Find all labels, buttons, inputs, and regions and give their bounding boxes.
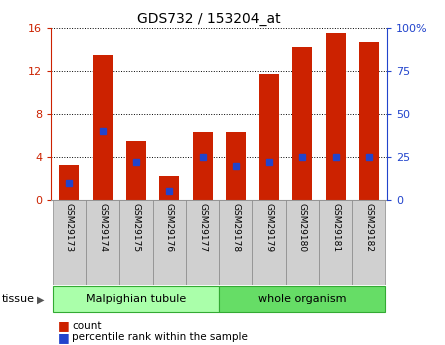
Bar — [126, 141, 146, 200]
Text: ■: ■ — [58, 331, 69, 344]
Bar — [319, 200, 352, 285]
Bar — [60, 165, 80, 200]
Bar — [259, 74, 279, 200]
Text: percentile rank within the sample: percentile rank within the sample — [72, 333, 248, 342]
Bar — [193, 132, 213, 200]
Text: whole organism: whole organism — [258, 294, 347, 304]
Bar — [226, 132, 246, 200]
Text: GSM29178: GSM29178 — [231, 203, 240, 252]
Bar — [292, 47, 312, 200]
Text: GSM29182: GSM29182 — [364, 203, 373, 252]
Text: ■: ■ — [58, 319, 69, 333]
Text: GSM29177: GSM29177 — [198, 203, 207, 252]
Bar — [326, 33, 346, 200]
Bar — [53, 286, 219, 313]
Text: GSM29176: GSM29176 — [165, 203, 174, 252]
Text: ▶: ▶ — [36, 294, 44, 304]
Text: tissue: tissue — [2, 294, 35, 304]
Bar — [286, 200, 319, 285]
Text: GDS732 / 153204_at: GDS732 / 153204_at — [138, 12, 281, 26]
Text: GSM29174: GSM29174 — [98, 203, 107, 252]
Text: GSM29181: GSM29181 — [331, 203, 340, 252]
Bar — [186, 200, 219, 285]
Bar — [53, 200, 86, 285]
Bar — [359, 42, 379, 200]
Text: count: count — [72, 321, 101, 331]
Text: GSM29180: GSM29180 — [298, 203, 307, 252]
Bar — [252, 200, 286, 285]
Bar — [119, 200, 153, 285]
Bar — [219, 286, 385, 313]
Bar — [86, 200, 119, 285]
Text: GSM29175: GSM29175 — [132, 203, 141, 252]
Bar — [352, 200, 385, 285]
Text: Malpighian tubule: Malpighian tubule — [86, 294, 186, 304]
Text: GSM29173: GSM29173 — [65, 203, 74, 252]
Bar — [159, 176, 179, 200]
Bar — [219, 200, 252, 285]
Text: GSM29179: GSM29179 — [265, 203, 274, 252]
Bar — [93, 55, 113, 200]
Bar — [153, 200, 186, 285]
